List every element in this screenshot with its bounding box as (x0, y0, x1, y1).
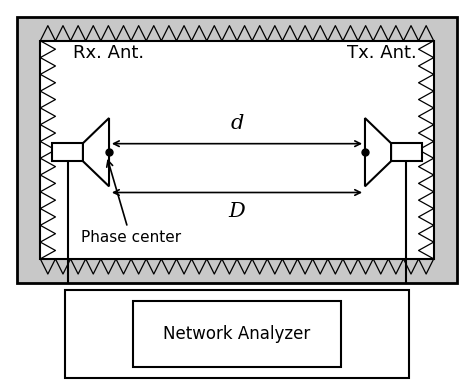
Bar (52, 143, 83, 161)
Text: D: D (228, 202, 246, 221)
Bar (40, 41, 434, 259)
Polygon shape (365, 118, 391, 186)
Text: d: d (230, 114, 244, 133)
Bar (133, 301, 341, 367)
Bar (391, 143, 422, 161)
Text: Network Analyzer: Network Analyzer (164, 325, 310, 343)
Text: Phase center: Phase center (81, 161, 181, 245)
Bar (65, 290, 409, 378)
Text: Tx. Ant.: Tx. Ant. (346, 44, 417, 62)
Polygon shape (83, 118, 109, 186)
Text: Rx. Ant.: Rx. Ant. (73, 44, 145, 62)
Bar (17, 17, 457, 283)
